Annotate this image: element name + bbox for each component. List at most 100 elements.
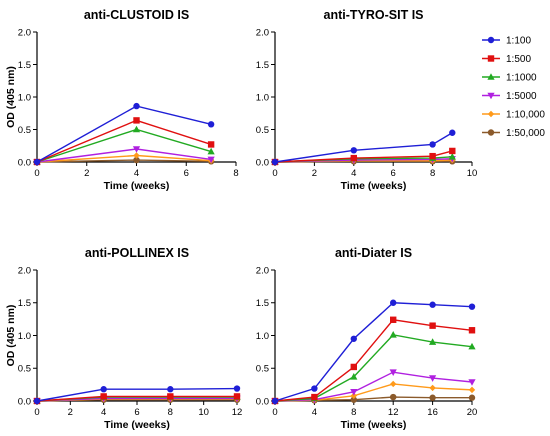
panel-title: anti-TYRO-SIT IS (324, 8, 424, 22)
series-line (274, 132, 453, 163)
x-tick-label: 4 (351, 168, 356, 179)
data-point (207, 141, 215, 148)
panel-4: anti-Diater IS 0.0 0.5 1.0 1.5 2.0 0 4 8 12 16 20 Ti… (256, 246, 478, 431)
panel-3: anti-POLLINEX IS 0.0 0.5 1.0 1.5 2.0 0 2 4 6 8 10 12… (5, 246, 242, 431)
x-tick-label: 0 (34, 407, 39, 418)
panel-2: anti-TYRO-SIT IS 0.0 0.5 1.0 1.5 2.0 0 2 4 6 8 10 Ti… (256, 8, 478, 192)
series-1:100 (271, 129, 456, 166)
y-tick-label: 0.0 (256, 157, 269, 168)
series-line (274, 371, 473, 402)
data-point (390, 393, 397, 401)
data-point (350, 147, 357, 154)
series-line (274, 319, 473, 402)
x-tick-label: 8 (233, 168, 238, 179)
y-tick-label: 0.5 (18, 125, 31, 136)
x-tick-label: 4 (101, 407, 106, 418)
y-tick-label: 0.5 (18, 364, 31, 375)
series-line (274, 302, 473, 402)
data-point (133, 102, 140, 110)
x-axis-label: Time (weeks) (341, 419, 407, 431)
data-point (448, 153, 456, 160)
y-tick-label: 2.0 (18, 265, 31, 276)
data-point (390, 316, 397, 323)
x-tick-label: 6 (391, 168, 396, 179)
legend-entry: 1:500 (482, 54, 531, 65)
data-point (429, 384, 436, 392)
data-point (350, 154, 357, 162)
data-point (468, 327, 476, 334)
x-axis-label: Time (weeks) (104, 419, 170, 431)
data-point (468, 386, 476, 394)
data-point (167, 393, 174, 400)
panel-1: anti-CLUSTOID IS 0.0 0.5 1.0 1.5 2.0 0 2 4 6 8 Time… (5, 8, 239, 192)
legend: 1:100 1:500 1:1000 1:5000 1:10,000 1:50,000 (482, 36, 545, 139)
y-tick-label: 1.5 (18, 298, 31, 309)
x-tick-label: 12 (388, 407, 399, 418)
y-tick-label: 1.5 (256, 60, 269, 71)
legend-entry: 1:5000 (482, 91, 537, 102)
y-tick-label: 0.0 (18, 396, 31, 407)
x-tick-label: 0 (34, 168, 39, 179)
legend-marker (487, 55, 495, 62)
data-point (133, 117, 140, 124)
x-tick-label: 8 (430, 168, 435, 179)
x-tick-label: 16 (427, 407, 438, 418)
y-tick-label: 1.5 (256, 298, 269, 309)
x-tick-label: 6 (184, 168, 189, 179)
x-tick-label: 2 (84, 168, 89, 179)
data-point (449, 147, 456, 155)
data-point (350, 335, 357, 342)
data-point (468, 379, 476, 386)
panel-title: anti-Diater IS (335, 246, 412, 260)
legend-marker (487, 129, 495, 136)
data-point (33, 158, 41, 166)
series-line (274, 334, 473, 402)
x-tick-label: 6 (134, 407, 139, 418)
data-point (350, 389, 358, 396)
x-tick-label: 0 (272, 407, 277, 418)
y-tick-label: 0.0 (18, 157, 31, 168)
data-point (100, 386, 107, 393)
series-line (36, 387, 238, 402)
data-point (271, 158, 279, 166)
legend-label: 1:500 (506, 54, 531, 65)
data-point (389, 369, 397, 376)
series-1:100 (33, 102, 215, 166)
data-point (311, 393, 318, 401)
data-point (350, 392, 357, 399)
legend-entry: 1:1000 (482, 73, 537, 84)
series-line (274, 150, 453, 163)
x-tick-label: 10 (467, 168, 478, 179)
data-point (429, 152, 436, 160)
x-axis-label: Time (weeks) (104, 180, 170, 192)
data-point (468, 342, 476, 350)
x-tick-label: 10 (198, 407, 209, 418)
data-point (429, 322, 436, 329)
y-tick-label: 2.0 (256, 27, 269, 38)
y-tick-label: 2.0 (18, 27, 31, 38)
y-tick-label: 1.0 (256, 92, 269, 103)
data-point (429, 338, 437, 345)
data-point (390, 299, 397, 306)
x-axis-label: Time (weeks) (341, 180, 407, 192)
data-point (389, 331, 397, 338)
legend-marker (487, 36, 495, 44)
data-point (429, 141, 436, 148)
data-point (390, 380, 397, 388)
data-point (311, 385, 318, 392)
legend-marker (487, 92, 495, 100)
series-line (36, 395, 237, 402)
y-axis-label: OD (405 nm) (5, 66, 17, 128)
y-tick-label: 0.5 (256, 364, 269, 375)
y-tick-label: 1.5 (18, 60, 31, 71)
x-tick-label: 0 (272, 168, 277, 179)
data-point (133, 152, 140, 159)
x-tick-label: 2 (312, 168, 317, 179)
x-tick-label: 4 (134, 168, 139, 179)
y-tick-label: 0.5 (256, 125, 269, 136)
data-point (271, 397, 279, 405)
data-point (350, 372, 358, 380)
data-point (233, 393, 241, 400)
data-point (350, 396, 357, 403)
